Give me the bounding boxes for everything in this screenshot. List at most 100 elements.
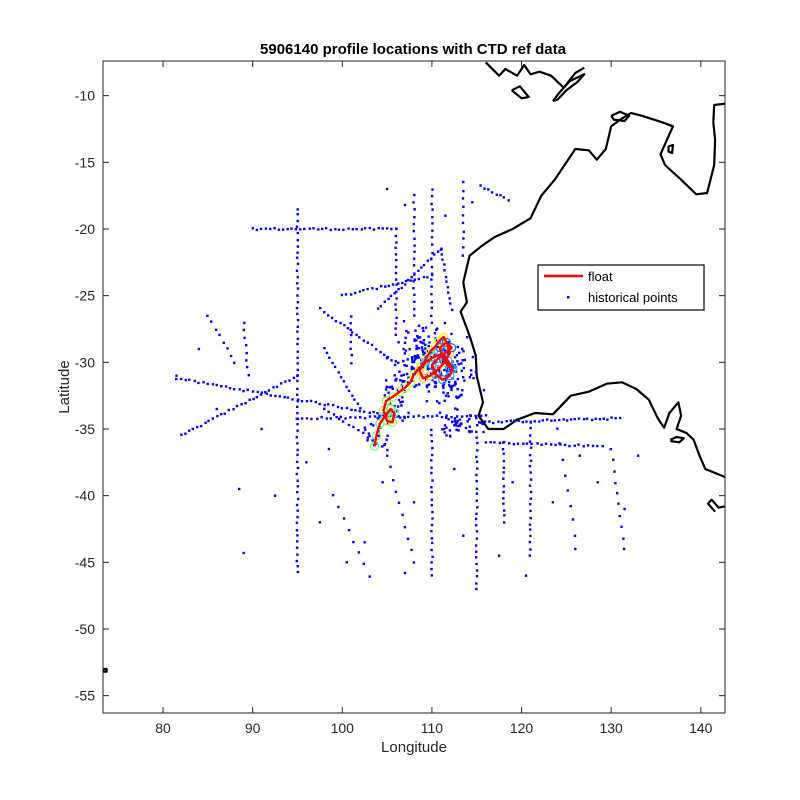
historical-point bbox=[457, 429, 460, 432]
historical-point bbox=[227, 408, 230, 412]
historical-point bbox=[462, 230, 465, 234]
historical-point bbox=[468, 425, 471, 428]
historical-point bbox=[475, 487, 479, 490]
historical-point bbox=[279, 382, 283, 385]
historical-point bbox=[573, 444, 576, 447]
historical-point bbox=[296, 515, 299, 519]
historical-point bbox=[529, 446, 533, 449]
historical-point bbox=[443, 368, 446, 372]
historical-point bbox=[329, 228, 332, 232]
historical-point bbox=[399, 416, 402, 419]
historical-point bbox=[591, 418, 594, 422]
historical-point bbox=[356, 402, 360, 405]
historical-point bbox=[478, 421, 481, 424]
legend-historical-swatch bbox=[567, 296, 570, 299]
historical-point bbox=[618, 514, 621, 518]
historical-point bbox=[347, 423, 351, 427]
float-profile-marker bbox=[387, 392, 398, 402]
historical-point bbox=[430, 285, 433, 288]
historical-point bbox=[328, 356, 331, 359]
historical-point bbox=[350, 362, 353, 365]
historical-point bbox=[385, 438, 388, 441]
historical-point bbox=[619, 416, 622, 420]
axes-frame bbox=[102, 60, 726, 714]
historical-point bbox=[385, 379, 388, 382]
historical-point bbox=[204, 421, 207, 424]
historical-point bbox=[426, 368, 429, 371]
historical-point bbox=[571, 518, 575, 521]
y-tick-label: -50 bbox=[75, 621, 95, 637]
historical-point bbox=[431, 229, 434, 232]
historical-point bbox=[441, 384, 445, 388]
historical-point bbox=[431, 555, 434, 558]
historical-point bbox=[412, 229, 415, 233]
historical-point bbox=[574, 547, 577, 551]
historical-point bbox=[430, 530, 433, 533]
historical-point bbox=[334, 320, 338, 323]
historical-point bbox=[424, 378, 428, 381]
historical-point bbox=[433, 385, 436, 388]
historical-point bbox=[316, 417, 319, 421]
historical-point bbox=[296, 350, 299, 353]
historical-point bbox=[331, 361, 334, 365]
historical-point bbox=[431, 222, 434, 225]
historical-point bbox=[398, 370, 401, 373]
historical-point bbox=[461, 347, 464, 351]
historical-point bbox=[430, 498, 434, 501]
historical-point bbox=[393, 404, 396, 408]
historical-point bbox=[538, 420, 541, 423]
historical-point bbox=[430, 567, 433, 571]
historical-point bbox=[407, 411, 410, 415]
historical-point bbox=[376, 417, 379, 420]
historical-point bbox=[381, 445, 384, 448]
historical-point bbox=[413, 278, 416, 281]
x-tick-label: 140 bbox=[689, 720, 713, 736]
historical-point bbox=[286, 227, 289, 231]
historical-point bbox=[426, 259, 430, 262]
historical-point bbox=[516, 442, 520, 445]
historical-point bbox=[242, 328, 245, 332]
historical-point bbox=[310, 417, 313, 421]
historical-point bbox=[352, 540, 355, 544]
historical-point bbox=[400, 404, 403, 407]
historical-point bbox=[360, 228, 364, 231]
historical-point bbox=[379, 305, 382, 308]
historical-point bbox=[450, 388, 453, 392]
historical-point bbox=[400, 374, 403, 377]
historical-point bbox=[521, 420, 524, 424]
legend-historical-label: historical points bbox=[588, 290, 678, 305]
historical-point bbox=[406, 537, 410, 540]
historical-point bbox=[345, 406, 349, 410]
historical-point bbox=[394, 253, 398, 256]
historical-point bbox=[272, 386, 275, 389]
historical-point bbox=[493, 441, 496, 444]
historical-point bbox=[354, 409, 357, 412]
historical-point bbox=[366, 436, 369, 439]
historical-point bbox=[259, 393, 263, 396]
historical-point bbox=[397, 341, 400, 344]
historical-point bbox=[620, 525, 623, 528]
historical-point bbox=[503, 521, 506, 524]
historical-point bbox=[471, 201, 474, 204]
historical-point bbox=[407, 415, 410, 419]
historical-point bbox=[345, 385, 348, 389]
historical-point bbox=[430, 490, 433, 494]
historical-point bbox=[563, 443, 567, 447]
historical-point bbox=[436, 250, 440, 253]
historical-point bbox=[474, 544, 478, 547]
historical-point bbox=[415, 347, 419, 350]
historical-point bbox=[401, 396, 404, 399]
historical-point bbox=[475, 550, 478, 553]
historical-point bbox=[363, 410, 366, 413]
historical-point bbox=[450, 385, 454, 388]
historical-point bbox=[460, 362, 463, 365]
historical-point bbox=[373, 415, 377, 418]
historical-point bbox=[455, 396, 459, 399]
historical-point bbox=[426, 414, 430, 418]
historical-point bbox=[442, 383, 445, 386]
historical-point bbox=[440, 415, 444, 419]
x-axis-label: Longitude bbox=[381, 739, 447, 756]
historical-point bbox=[623, 507, 626, 511]
float-profile-marker bbox=[438, 375, 448, 385]
historical-point bbox=[396, 410, 399, 413]
